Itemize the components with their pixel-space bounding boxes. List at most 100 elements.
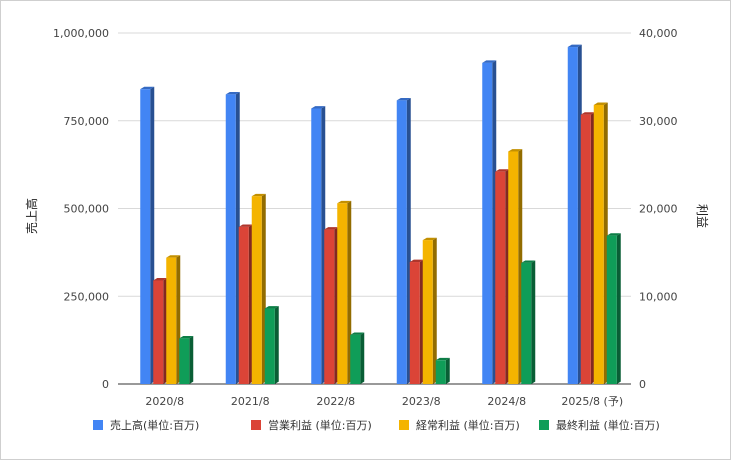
bar-top: [409, 259, 424, 263]
bar: [606, 233, 621, 384]
bar-front: [153, 280, 164, 384]
legend-swatch: [399, 420, 409, 430]
right-tick-label: 10,000: [639, 290, 678, 303]
legend-label: 売上高(単位:百万): [110, 418, 199, 432]
bar-front: [225, 94, 236, 385]
legend-item: 売上高(単位:百万): [93, 418, 199, 432]
bar-front: [435, 360, 446, 384]
legend-label: 経常利益 (単位:百万): [416, 418, 520, 432]
bar: [482, 60, 497, 385]
bar-top: [324, 227, 339, 230]
bar-top: [238, 224, 253, 227]
bar: [508, 149, 523, 384]
left-axis-label: 売上高: [24, 198, 39, 234]
bar-top: [225, 92, 240, 95]
x-tick-label: 2022/8: [316, 395, 355, 408]
bar-front: [179, 338, 190, 384]
legend-item: 経常利益 (単位:百万): [399, 418, 520, 432]
bar-front: [606, 235, 617, 384]
left-tick-label: 0: [102, 378, 109, 391]
legend-swatch: [251, 420, 261, 430]
bar-front: [482, 62, 493, 385]
bar-front: [508, 151, 519, 384]
bar-front: [324, 229, 335, 384]
bar: [350, 332, 365, 384]
bar-side: [432, 237, 437, 384]
bar-front: [567, 47, 578, 384]
bar: [495, 169, 510, 384]
bar-top: [422, 237, 437, 241]
bar-top: [311, 106, 326, 109]
bar-top: [521, 260, 536, 263]
left-tick-label: 500,000: [64, 203, 110, 216]
bar: [166, 255, 181, 384]
legend: 売上高(単位:百万) 営業利益 (単位:百万) 経常利益 (単位:百万) 最終利益 (…: [93, 418, 660, 432]
legend-swatch: [539, 420, 549, 430]
right-tick-label: 0: [639, 378, 646, 391]
bar: [238, 224, 253, 384]
bar: [311, 106, 326, 384]
right-tick-label: 40,000: [639, 27, 678, 40]
bar: [593, 102, 608, 385]
bar-top: [508, 149, 523, 152]
bar-front: [422, 240, 433, 384]
bar-front: [521, 262, 532, 384]
bar-side: [274, 306, 279, 384]
legend-label: 最終利益 (単位:百万): [556, 418, 660, 432]
bar-top: [140, 86, 155, 90]
right-axis-ticks: 0 10,000 20,000 30,000 40,000: [639, 27, 678, 391]
bar-top: [350, 332, 365, 335]
bar-top: [166, 255, 181, 258]
bar-top: [153, 278, 168, 281]
bar: [140, 86, 155, 384]
bar-top: [251, 193, 266, 197]
bar-top: [337, 200, 352, 204]
bar-top: [606, 233, 621, 236]
right-axis-label: 利益: [695, 204, 709, 228]
left-tick-label: 250,000: [64, 290, 110, 303]
bar-front: [238, 226, 249, 384]
bar-front: [593, 104, 604, 384]
x-tick-label: 2021/8: [231, 395, 270, 408]
bar: [153, 278, 168, 384]
bar-front: [495, 171, 506, 384]
bar-side: [360, 332, 365, 384]
bar-top: [435, 357, 450, 361]
bar-side: [445, 357, 450, 384]
left-tick-label: 1,000,000: [53, 27, 109, 40]
legend-item: 最終利益 (単位:百万): [539, 418, 660, 432]
bar: [251, 193, 266, 384]
x-tick-label: 2023/8: [402, 395, 441, 408]
legend-swatch: [93, 420, 103, 430]
bar: [409, 259, 424, 384]
left-tick-label: 750,000: [64, 115, 110, 128]
bar-top: [179, 335, 194, 339]
bar-top: [495, 169, 510, 172]
bar: [396, 97, 411, 384]
bar: [264, 306, 279, 384]
bar-top: [264, 306, 279, 309]
bar-front: [580, 114, 591, 385]
bar-front: [350, 334, 361, 384]
bar: [580, 112, 595, 385]
bar: [324, 227, 339, 384]
bar: [435, 357, 450, 384]
bar-front: [264, 308, 275, 384]
x-tick-label: 2025/8 (予): [561, 395, 623, 408]
x-tick-label: 2020/8: [145, 395, 184, 408]
bar-top: [396, 97, 411, 101]
bar: [179, 335, 194, 384]
bar-side: [616, 233, 621, 384]
gridlines: [118, 32, 631, 385]
bar-top: [593, 102, 608, 105]
bar-top: [580, 112, 595, 115]
x-tick-label: 2024/8: [487, 395, 526, 408]
bar: [422, 237, 437, 384]
bar-front: [311, 108, 322, 384]
bar: [567, 44, 582, 384]
right-tick-label: 20,000: [639, 203, 678, 216]
bar-side: [531, 260, 536, 384]
bar-front: [396, 100, 407, 384]
legend-label: 営業利益 (単位:百万): [268, 418, 372, 432]
